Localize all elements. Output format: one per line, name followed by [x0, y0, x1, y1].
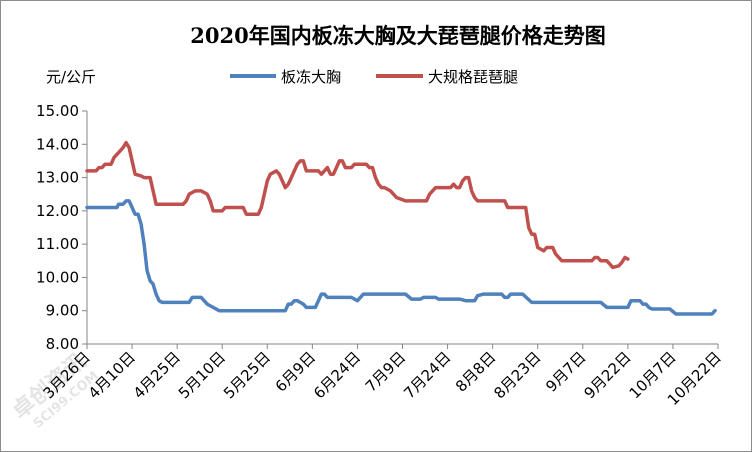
y-tick-label: 13.00 — [36, 169, 79, 187]
x-tick-label: 7月24日 — [400, 348, 454, 402]
y-tick-label: 9.00 — [46, 302, 79, 320]
y-tick-label: 14.00 — [36, 135, 79, 153]
chart-legend: 板冻大胸 大规格琵琶腿 — [230, 68, 518, 86]
series-layer — [85, 140, 717, 316]
x-tick-label: 6月24日 — [310, 348, 364, 402]
chart-title: 2020年国内板冻大胸及大琵琶腿价格走势图 — [190, 23, 605, 48]
x-axis: 3月26日4月10日4月25日5月10日5月25日6月9日6月24日7月9日7月… — [40, 343, 725, 409]
x-tick-label: 5月10日 — [175, 348, 229, 402]
x-tick-label: 4月25日 — [130, 348, 184, 402]
y-tick-label: 12.00 — [36, 202, 79, 220]
x-tick-label: 5月25日 — [220, 348, 274, 402]
y-tick-label: 15.00 — [36, 102, 79, 120]
y-tick-label: 8.00 — [46, 335, 79, 353]
series-line-0 — [85, 199, 717, 316]
legend-label-drumstick: 大规格琵琶腿 — [428, 68, 518, 86]
series-line-1 — [85, 140, 630, 270]
y-tick-label: 11.00 — [36, 235, 79, 253]
legend-label-breast: 板冻大胸 — [281, 68, 341, 86]
y-axis: 8.00 9.00 10.00 11.00 12.00 13.00 14.00 15.00 — [36, 102, 88, 353]
x-tick-label: 9月22日 — [580, 348, 634, 402]
y-axis-unit-label: 元/公斤 — [46, 68, 96, 86]
y-tick-label: 10.00 — [36, 268, 79, 286]
x-tick-label: 8月23日 — [490, 348, 544, 402]
